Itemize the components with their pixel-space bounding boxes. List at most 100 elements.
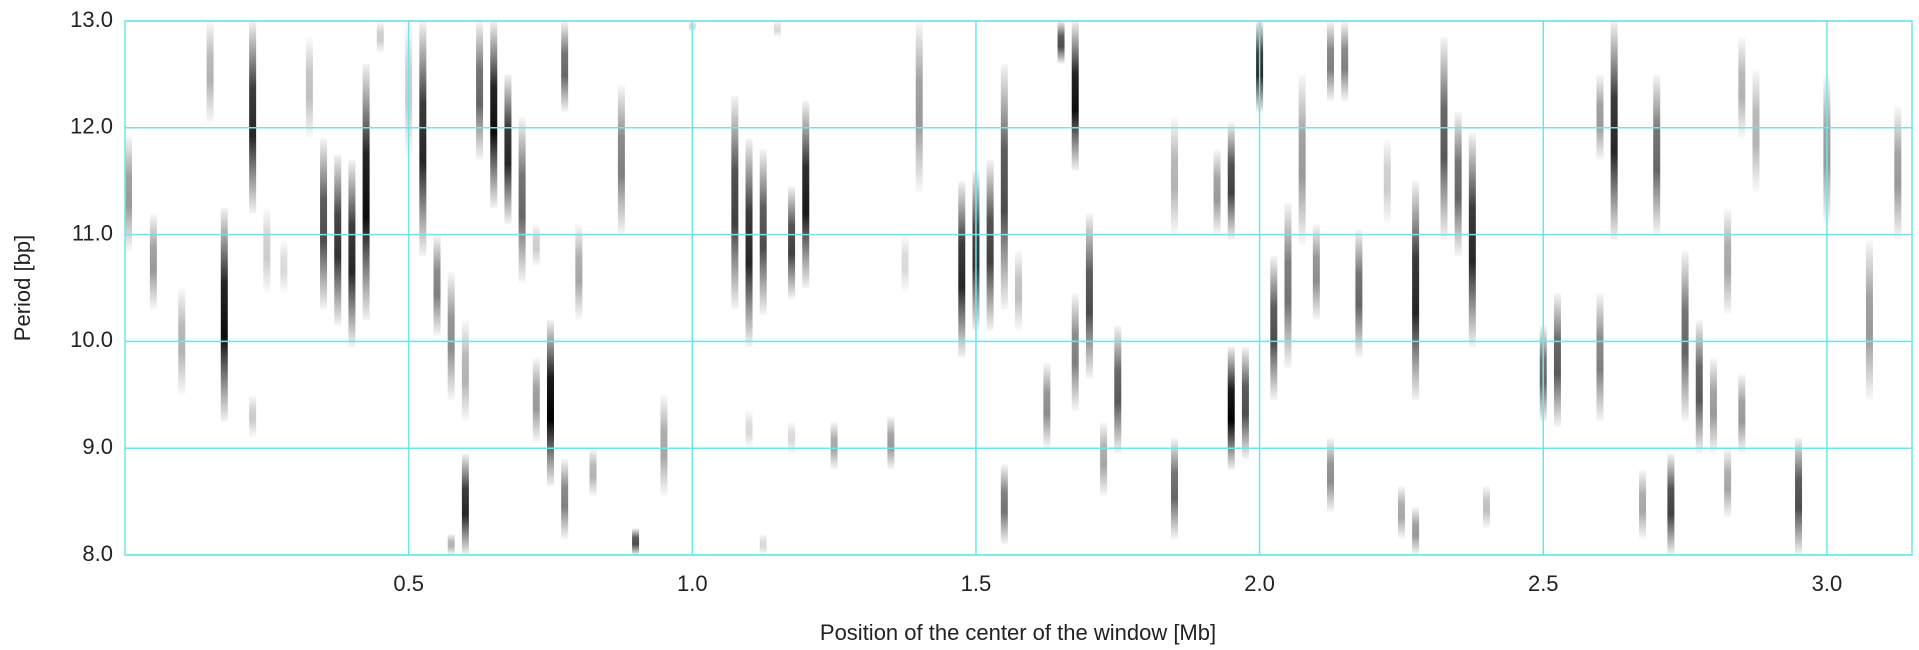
heatmap-cell — [1454, 111, 1462, 256]
y-axis-label: Period [bp] — [10, 235, 35, 341]
heatmap-cell — [1724, 448, 1732, 518]
heatmap-cell — [660, 394, 668, 497]
heatmap-cell — [1015, 250, 1022, 331]
heatmap-cell — [759, 149, 767, 315]
heatmap-cell — [617, 85, 625, 235]
heatmap-cell — [1043, 362, 1051, 449]
heatmap-cell — [561, 458, 569, 539]
heatmap-cell — [1795, 437, 1803, 555]
heatmap-cell — [1241, 346, 1249, 459]
heatmap-cell — [532, 223, 540, 267]
heatmap-cell — [1440, 37, 1448, 240]
heatmap-cell — [1412, 506, 1420, 555]
heatmap-cell — [1071, 21, 1079, 171]
heatmap-cell — [447, 533, 455, 555]
heatmap-cell — [1738, 37, 1746, 139]
heatmap-cell — [476, 21, 484, 160]
heatmap-cell — [433, 234, 441, 337]
heatmap-cell — [1738, 373, 1746, 454]
heatmap-cell — [447, 271, 455, 401]
heatmap-cell — [745, 410, 753, 449]
heatmap-cell — [561, 21, 569, 112]
heatmap-cell — [1327, 437, 1335, 513]
heatmap-cell — [1383, 138, 1391, 224]
heatmap-cell — [759, 533, 767, 555]
heatmap-cell — [220, 207, 228, 422]
heatmap-cell — [1752, 69, 1760, 192]
heatmap-cell — [901, 234, 909, 294]
heatmap-cell — [575, 223, 583, 321]
y-tick-label: 8.0 — [82, 541, 113, 566]
y-tick-label: 11.0 — [72, 220, 113, 245]
heatmap-cell — [802, 101, 810, 288]
heatmap-cell — [915, 21, 923, 192]
heatmap-cell — [504, 74, 512, 224]
heatmap-cell — [1653, 74, 1661, 235]
x-axis-label: Position of the center of the window [Mb… — [820, 620, 1216, 645]
heatmap-cell — [887, 416, 895, 470]
heatmap-cell — [249, 394, 257, 438]
heatmap-cell — [1681, 250, 1689, 422]
heatmap-cell — [1312, 223, 1320, 321]
heatmap-cell — [1610, 21, 1618, 240]
heatmap-cell — [1355, 229, 1363, 358]
heatmap-cell — [1724, 207, 1732, 315]
heatmap-cell — [1894, 106, 1902, 240]
heatmap-cell — [461, 453, 469, 555]
heatmap-cell — [376, 21, 384, 54]
heatmap-cell — [632, 528, 640, 555]
heatmap-cell — [1100, 421, 1108, 497]
y-tick-label: 9.0 — [82, 434, 113, 459]
heatmap-cell — [1171, 117, 1179, 235]
heatmap-cell — [1709, 357, 1717, 454]
heatmap-cell — [788, 186, 796, 299]
heatmap-cell — [1397, 485, 1405, 539]
heatmap-cell — [1057, 21, 1065, 64]
heatmap-cell — [1213, 149, 1221, 235]
heatmap-cell — [362, 63, 370, 321]
heatmap-cell — [1227, 346, 1235, 470]
heatmap-cell — [490, 21, 498, 208]
heatmap-cell — [1171, 437, 1179, 539]
heatmap-cell — [1553, 293, 1561, 427]
x-tick-label: 1.0 — [677, 571, 708, 596]
heatmap-cell — [589, 448, 597, 497]
heatmap-cell — [1596, 293, 1604, 422]
heatmap-cell — [518, 117, 526, 283]
heatmap-cell — [1085, 213, 1093, 379]
plot-frame — [124, 20, 1913, 556]
heatmap-cell — [263, 207, 271, 294]
heatmap-cell — [305, 37, 313, 139]
heatmap-cell — [1468, 133, 1476, 347]
heatmap-cell — [348, 159, 356, 347]
y-tick-label: 13.0 — [70, 7, 113, 32]
heatmap-cell — [125, 135, 132, 252]
heatmap-cell — [1639, 469, 1647, 539]
heatmap-cell — [1114, 325, 1122, 454]
heatmap-cell — [1000, 464, 1008, 545]
heatmap-cell — [1327, 21, 1335, 102]
heatmap-cell — [1412, 181, 1420, 401]
heatmap-cell — [419, 21, 427, 256]
x-tick-label: 2.5 — [1528, 571, 1559, 596]
heatmap-cell — [1227, 122, 1235, 240]
heatmap-cell — [320, 138, 328, 310]
heatmap-cell — [773, 21, 781, 38]
y-tick-label: 10.0 — [70, 327, 113, 352]
heatmap-cell — [461, 320, 469, 422]
heatmap-cell — [1483, 485, 1491, 529]
heatmap — [125, 21, 1902, 555]
heatmap-cell — [788, 421, 796, 454]
x-tick-label: 3.0 — [1812, 571, 1843, 596]
heatmap-cell — [1270, 255, 1278, 401]
heatmap-cell — [1298, 74, 1306, 246]
heatmap-cell — [280, 239, 288, 294]
heatmap-cell — [546, 320, 554, 486]
heatmap-cell — [1695, 320, 1703, 454]
heatmap-cell — [249, 21, 257, 214]
heatmap-cell — [830, 421, 838, 470]
heatmap-cell — [1284, 202, 1292, 369]
x-tick-label: 0.5 — [393, 571, 424, 596]
heatmap-cell — [958, 181, 966, 358]
